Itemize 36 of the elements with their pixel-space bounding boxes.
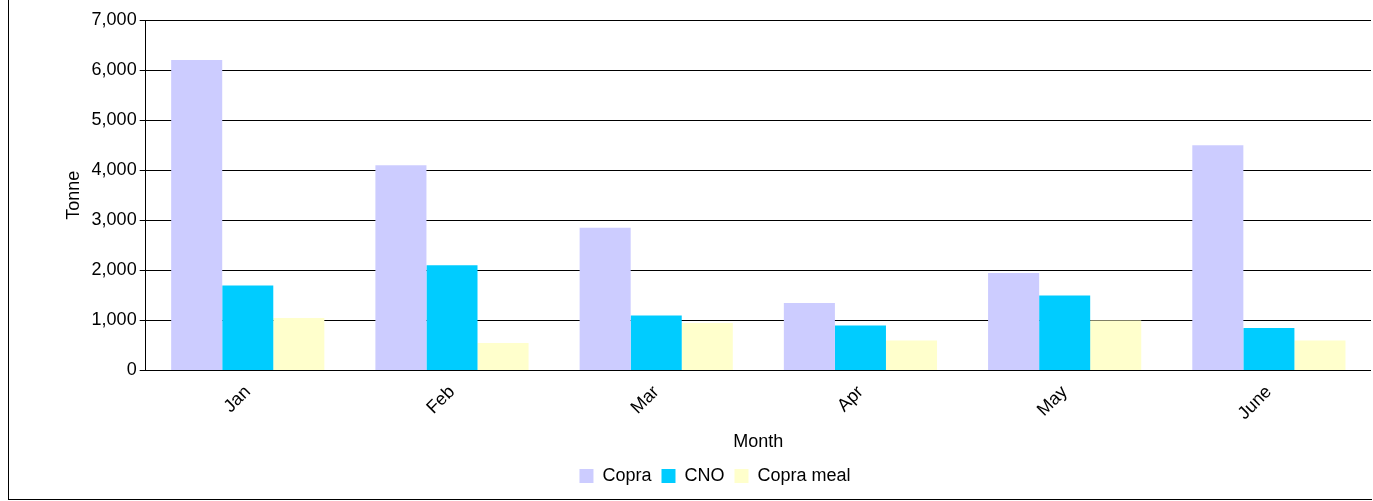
- x-axis-title: Month: [733, 431, 784, 452]
- y-tick-label: 5,000: [91, 109, 137, 130]
- bar: [426, 265, 478, 371]
- y-tick-label: 4,000: [91, 159, 137, 180]
- x-tick-label: Mar: [626, 381, 663, 418]
- bar: [222, 285, 274, 371]
- y-tick-label: 3,000: [91, 209, 137, 230]
- legend-label: CNO: [684, 464, 725, 485]
- bar: [273, 317, 325, 371]
- x-tick-label: May: [1032, 381, 1071, 420]
- bar: [375, 165, 427, 371]
- bar: [988, 272, 1040, 371]
- y-tick-label: 1,000: [91, 309, 137, 330]
- bar: [681, 322, 733, 371]
- x-tick-label: Apr: [832, 381, 867, 416]
- bar: [1039, 295, 1091, 371]
- x-tick-label: Feb: [422, 381, 459, 418]
- legend-label: Copra meal: [757, 464, 851, 485]
- y-tick-label: 6,000: [91, 59, 137, 80]
- bar: [834, 325, 886, 371]
- x-tick-label: Jan: [219, 381, 255, 417]
- bar: [477, 342, 529, 371]
- bar: [579, 227, 631, 371]
- bar: [1243, 327, 1295, 371]
- bar: [1192, 145, 1244, 371]
- bar: [630, 315, 682, 371]
- bar: [1090, 320, 1142, 371]
- y-tick-label: 0: [126, 359, 137, 380]
- legend-label: Copra: [602, 464, 653, 485]
- bar: [783, 302, 835, 371]
- y-axis-title: Tonne: [62, 170, 83, 220]
- bar: [171, 60, 223, 371]
- bar: [885, 340, 938, 371]
- y-tick-label: 2,000: [91, 259, 137, 280]
- bar: [1294, 340, 1346, 371]
- y-tick-label: 7,000: [91, 8, 137, 29]
